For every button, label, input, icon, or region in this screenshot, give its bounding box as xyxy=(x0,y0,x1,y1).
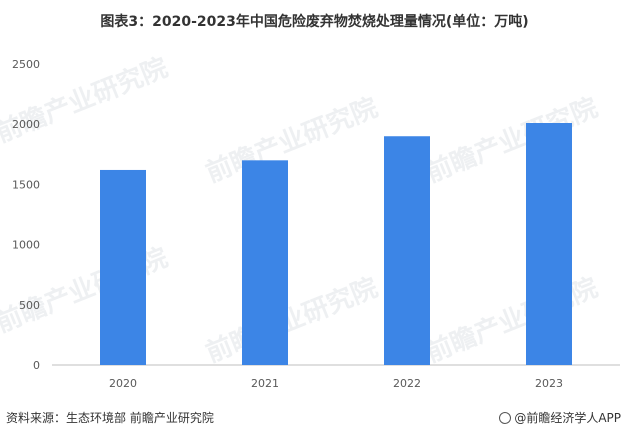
y-tick-label: 2500 xyxy=(12,58,40,71)
y-tick-label: 1500 xyxy=(12,178,40,191)
y-tick-label: 500 xyxy=(19,299,40,312)
chart-title: 图表3：2020-2023年中国危险废弃物焚烧处理量情况(单位：万吨) xyxy=(100,14,529,30)
y-tick-label: 2000 xyxy=(12,118,40,131)
x-tick-label: 2022 xyxy=(393,377,421,390)
y-tick-label: 1000 xyxy=(12,239,40,252)
bar-chart: 0 500 1000 1500 2000 2500 2020 2021 2022 2023 xyxy=(12,58,620,390)
y-tick-label: 0 xyxy=(33,359,40,372)
bar-2023 xyxy=(526,122,572,365)
bar-2021 xyxy=(242,160,288,365)
bar-2020 xyxy=(100,169,146,365)
x-tick-label: 2023 xyxy=(535,377,563,390)
bar-2022 xyxy=(384,136,430,365)
brand-logo-icon xyxy=(499,412,512,424)
x-tick-label: 2020 xyxy=(109,377,137,390)
x-tick-label: 2021 xyxy=(251,377,279,390)
source-note: 资料来源：生态环境部 前瞻产业研究院 xyxy=(6,411,214,425)
brand-credit: @前瞻经济学人APP xyxy=(499,409,621,426)
brand-text: @前瞻经济学人APP xyxy=(514,411,621,425)
